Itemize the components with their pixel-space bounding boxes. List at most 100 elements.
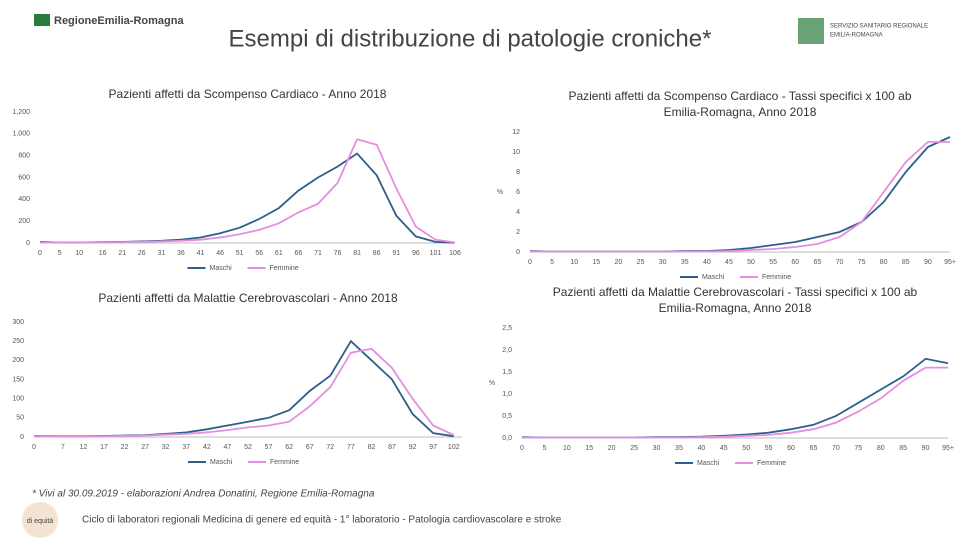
x-tick-label: 87 <box>388 444 396 451</box>
y-tick-label: 0 <box>26 240 30 247</box>
x-tick-label: 50 <box>742 445 750 452</box>
series-line <box>521 357 949 439</box>
y-tick-label: 250 <box>12 338 24 345</box>
x-tick-label: 45 <box>725 259 733 266</box>
x-tick-label: 91 <box>392 250 400 257</box>
x-tick-label: 10 <box>75 250 83 257</box>
logo-bottom-mark <box>22 502 58 538</box>
y-tick-label: 1,200 <box>12 109 30 116</box>
y-tick-label: 0,5 <box>502 413 512 420</box>
y-tick-label: 2 <box>516 229 520 236</box>
y-tick-label: 300 <box>12 319 24 326</box>
x-tick-label: 15 <box>592 259 600 266</box>
x-tick-label: 80 <box>877 445 885 452</box>
x-tick-label: 40 <box>703 259 711 266</box>
y-tick-label: 12 <box>512 129 520 136</box>
x-tick-label: 55 <box>765 445 773 452</box>
x-tick-label: 32 <box>162 444 170 451</box>
x-tick-label: 0 <box>38 250 42 257</box>
x-tick-label: 106 <box>449 250 461 257</box>
logo-bottom: di equità <box>27 518 54 525</box>
x-tick-label: 85 <box>899 445 907 452</box>
x-tick-label: 42 <box>203 444 211 451</box>
logo-right: SERVIZIO SANITARIO REGIONALE <box>830 24 928 30</box>
series-line <box>33 339 454 438</box>
x-tick-label: 0 <box>32 444 36 451</box>
x-tick-label: 10 <box>563 445 571 452</box>
x-tick-label: 95+ <box>944 259 956 266</box>
x-tick-label: 17 <box>100 444 108 451</box>
x-tick-label: 5 <box>58 250 62 257</box>
legend-label: Femmine <box>757 460 786 467</box>
series-line <box>530 141 950 253</box>
x-tick-label: 40 <box>697 445 705 452</box>
x-tick-label: 27 <box>141 444 149 451</box>
y-tick-label: 8 <box>516 169 520 176</box>
x-tick-label: 76 <box>334 250 342 257</box>
x-tick-label: 71 <box>314 250 322 257</box>
x-tick-label: 46 <box>216 250 224 257</box>
x-tick-label: 55 <box>769 259 777 266</box>
x-tick-label: 20 <box>615 259 623 266</box>
y-tick-label: 400 <box>18 196 30 203</box>
x-tick-label: 82 <box>368 444 376 451</box>
legend-label: Maschi <box>702 274 725 281</box>
x-tick-label: 60 <box>791 259 799 266</box>
x-tick-label: 60 <box>787 445 795 452</box>
x-tick-label: 26 <box>138 250 146 257</box>
y-axis-label: % <box>497 189 503 196</box>
x-tick-label: 61 <box>275 250 283 257</box>
x-tick-label: 101 <box>430 250 442 257</box>
x-tick-label: 66 <box>294 250 302 257</box>
x-tick-label: 35 <box>681 259 689 266</box>
x-tick-label: 21 <box>118 250 126 257</box>
x-tick-label: 22 <box>121 444 129 451</box>
y-tick-label: 0 <box>516 249 520 256</box>
y-tick-label: 4 <box>516 209 520 216</box>
y-tick-label: 600 <box>18 174 30 181</box>
x-tick-label: 56 <box>255 250 263 257</box>
x-tick-label: 52 <box>244 444 252 451</box>
x-tick-label: 75 <box>858 259 866 266</box>
x-tick-label: 80 <box>880 259 888 266</box>
x-tick-label: 77 <box>347 444 355 451</box>
legend-label: Femmine <box>270 459 299 466</box>
y-tick-label: 2,0 <box>502 347 512 354</box>
x-tick-label: 45 <box>720 445 728 452</box>
legend-label: Maschi <box>210 459 233 466</box>
y-tick-label: 100 <box>12 396 24 403</box>
y-tick-label: 6 <box>516 189 520 196</box>
chart-subtitle: Emilia-Romagna, Anno 2018 <box>664 105 817 119</box>
y-tick-label: 50 <box>16 415 24 422</box>
footer: Ciclo di laboratori regionali Medicina d… <box>82 515 562 526</box>
x-tick-label: 12 <box>79 444 87 451</box>
x-tick-label: 10 <box>570 259 578 266</box>
x-tick-label: 90 <box>922 445 930 452</box>
y-tick-label: 0 <box>20 434 24 441</box>
logo-mark <box>798 18 824 44</box>
x-tick-label: 70 <box>832 445 840 452</box>
y-axis-label: % <box>489 380 495 387</box>
y-tick-label: 1,000 <box>12 131 30 138</box>
x-tick-label: 16 <box>99 250 107 257</box>
slide-title: Esempi di distribuzione di patologie cro… <box>229 25 712 52</box>
x-tick-label: 96 <box>412 250 420 257</box>
x-tick-label: 102 <box>448 444 460 451</box>
x-tick-label: 37 <box>182 444 190 451</box>
x-tick-label: 51 <box>236 250 244 257</box>
x-tick-label: 62 <box>285 444 293 451</box>
x-tick-label: 97 <box>429 444 437 451</box>
x-tick-label: 31 <box>157 250 165 257</box>
x-tick-label: 92 <box>409 444 417 451</box>
legend-label: Femmine <box>270 265 299 272</box>
x-tick-label: 86 <box>373 250 381 257</box>
x-tick-label: 15 <box>585 445 593 452</box>
chart-title: Pazienti affetti da Malattie Cerebrovasc… <box>553 285 918 299</box>
x-tick-label: 5 <box>550 259 554 266</box>
legend-label: Femmine <box>762 274 791 281</box>
y-tick-label: 10 <box>512 149 520 156</box>
x-tick-label: 35 <box>675 445 683 452</box>
logo-left: RegioneEmilia-Romagna <box>54 15 184 27</box>
x-tick-label: 25 <box>637 259 645 266</box>
